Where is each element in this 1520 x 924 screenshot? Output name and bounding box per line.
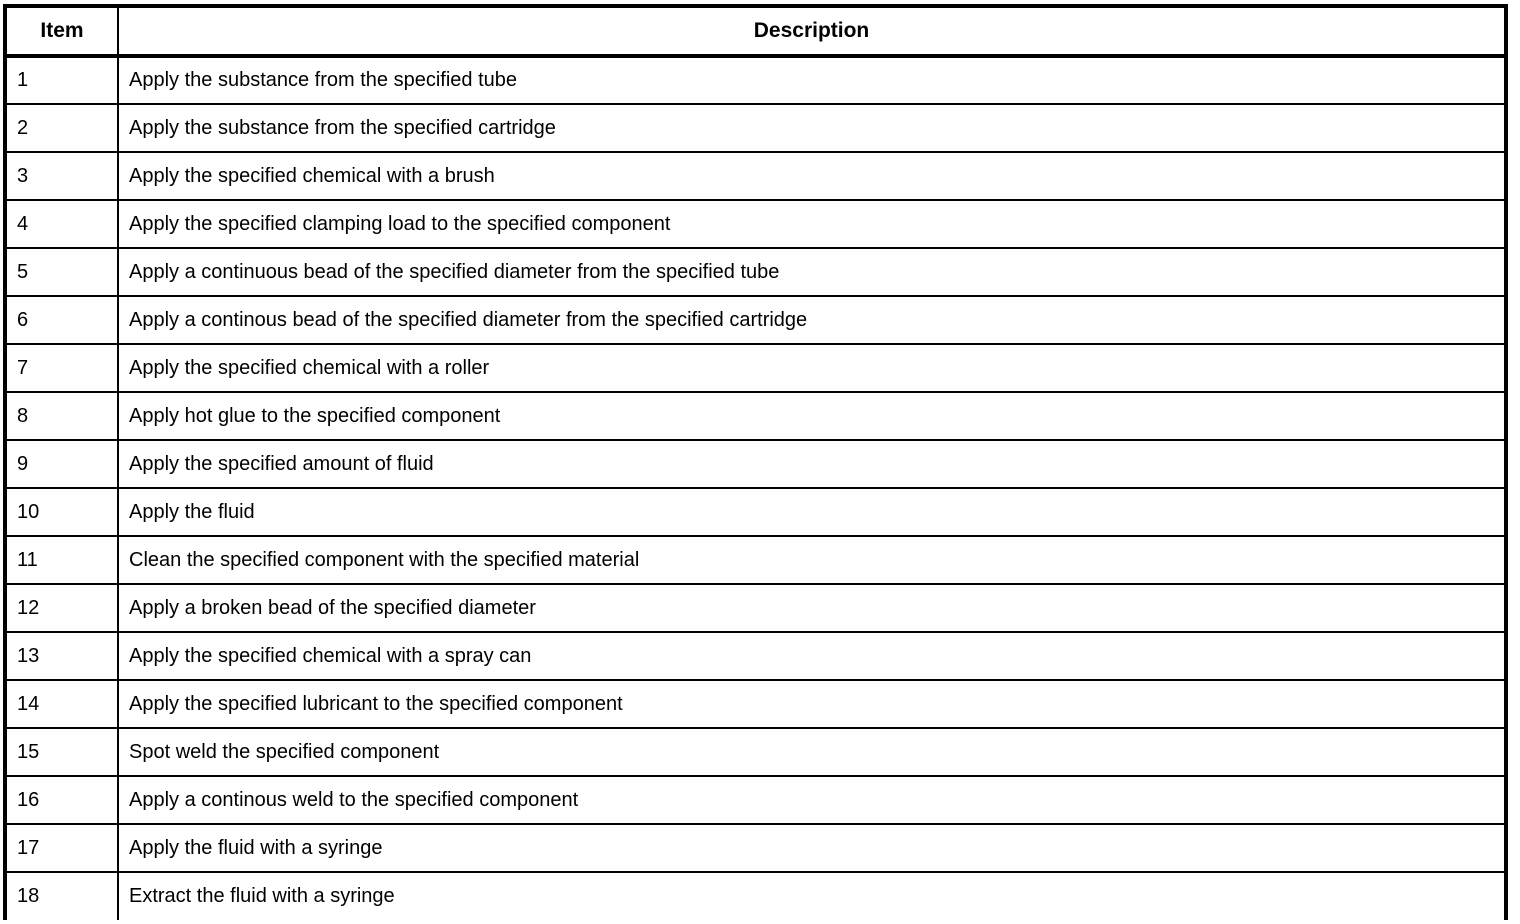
table-row: 1 Apply the substance from the specified … bbox=[7, 56, 1504, 105]
cell-description: Apply the specified chemical with a brus… bbox=[118, 152, 1504, 201]
cell-item-number: 15 bbox=[7, 728, 119, 777]
cell-description: Clean the specified component with the s… bbox=[118, 536, 1504, 585]
cell-item-number: 13 bbox=[7, 632, 119, 681]
table-row: 2 Apply the substance from the specified … bbox=[7, 104, 1504, 153]
table-row: 5 Apply a continuous bead of the specifie… bbox=[7, 248, 1504, 297]
cell-item-number: 11 bbox=[7, 536, 119, 585]
cell-description: Apply the substance from the specified c… bbox=[118, 104, 1504, 153]
cell-description: Apply the specified chemical with a spra… bbox=[118, 632, 1504, 681]
table-row: 9 Apply the specified amount of fluid bbox=[7, 440, 1504, 489]
table-row: 16 Apply a continous weld to the specifie… bbox=[7, 776, 1504, 825]
cell-description: Apply the specified clamping load to the… bbox=[118, 200, 1504, 249]
cell-item-number: 1 bbox=[7, 56, 119, 105]
cell-item-number: 8 bbox=[7, 392, 119, 441]
cell-item-number: 6 bbox=[7, 296, 119, 345]
table-row: 18 Extract the fluid with a syringe bbox=[7, 872, 1504, 920]
cell-item-number: 2 bbox=[7, 104, 119, 153]
cell-description: Apply the specified chemical with a roll… bbox=[118, 344, 1504, 393]
table-row: 7 Apply the specified chemical with a rol… bbox=[7, 344, 1504, 393]
table-row: 12 Apply a broken bead of the specified d… bbox=[7, 584, 1504, 633]
header-row: Item Description bbox=[7, 8, 1504, 58]
table-body: 1 Apply the substance from the specified … bbox=[7, 56, 1504, 920]
cell-item-number: 17 bbox=[7, 824, 119, 873]
cell-item-number: 4 bbox=[7, 200, 119, 249]
cell-description: Extract the fluid with a syringe bbox=[118, 872, 1504, 920]
cell-item-number: 7 bbox=[7, 344, 119, 393]
cell-description: Apply a continous bead of the specified … bbox=[118, 296, 1504, 345]
cell-description: Apply a continous weld to the specified … bbox=[118, 776, 1504, 825]
cell-description: Apply a continuous bead of the specified… bbox=[118, 248, 1504, 297]
cell-item-number: 5 bbox=[7, 248, 119, 297]
cell-description: Apply the substance from the specified t… bbox=[118, 56, 1504, 105]
table-row: 14 Apply the specified lubricant to the s… bbox=[7, 680, 1504, 729]
table-row: 8 Apply hot glue to the specified compone… bbox=[7, 392, 1504, 441]
cell-item-number: 16 bbox=[7, 776, 119, 825]
table-row: 4 Apply the specified clamping load to th… bbox=[7, 200, 1504, 249]
cell-description: Spot weld the specified component bbox=[118, 728, 1504, 777]
cell-item-number: 18 bbox=[7, 872, 119, 920]
cell-description: Apply hot glue to the specified componen… bbox=[118, 392, 1504, 441]
cell-item-number: 9 bbox=[7, 440, 119, 489]
table-header: Item Description bbox=[7, 8, 1504, 58]
cell-description: Apply the fluid with a syringe bbox=[118, 824, 1504, 873]
table-row: 6 Apply a continous bead of the specified… bbox=[7, 296, 1504, 345]
table-row: 13 Apply the specified chemical with a sp… bbox=[7, 632, 1504, 681]
cell-description: Apply the specified amount of fluid bbox=[118, 440, 1504, 489]
column-header-item: Item bbox=[7, 8, 119, 58]
table-row: 15 Spot weld the specified component bbox=[7, 728, 1504, 777]
table-row: 11 Clean the specified component with the… bbox=[7, 536, 1504, 585]
column-header-description: Description bbox=[118, 8, 1504, 58]
cell-description: Apply the fluid bbox=[118, 488, 1504, 537]
cell-item-number: 3 bbox=[7, 152, 119, 201]
item-description-table: Item Description 1 Apply the substance fr… bbox=[3, 4, 1508, 920]
table-row: 3 Apply the specified chemical with a bru… bbox=[7, 152, 1504, 201]
cell-description: Apply a broken bead of the specified dia… bbox=[118, 584, 1504, 633]
table: Item Description 1 Apply the substance fr… bbox=[7, 8, 1504, 920]
cell-description: Apply the specified lubricant to the spe… bbox=[118, 680, 1504, 729]
table-row: 17 Apply the fluid with a syringe bbox=[7, 824, 1504, 873]
cell-item-number: 12 bbox=[7, 584, 119, 633]
cell-item-number: 14 bbox=[7, 680, 119, 729]
table-row: 10 Apply the fluid bbox=[7, 488, 1504, 537]
cell-item-number: 10 bbox=[7, 488, 119, 537]
